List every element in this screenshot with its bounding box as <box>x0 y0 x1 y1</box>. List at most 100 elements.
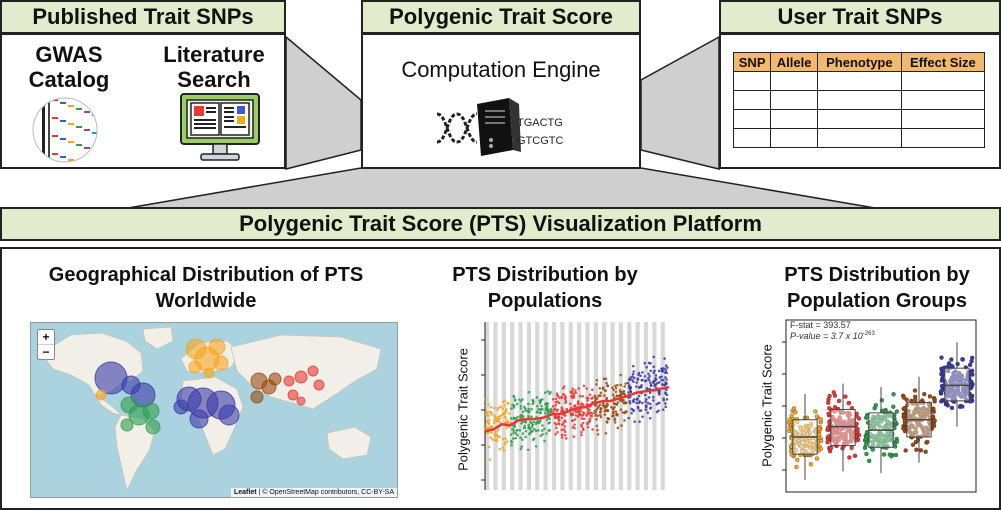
pop-point <box>588 420 591 424</box>
pop-point <box>488 458 492 461</box>
pop-point <box>519 407 523 410</box>
gwas-catalog-icon <box>32 97 98 163</box>
pop-point <box>595 418 598 421</box>
pop-point <box>586 413 589 416</box>
group-point <box>950 379 956 385</box>
pop-point <box>505 419 509 422</box>
pop-point <box>628 378 631 381</box>
pop-point <box>614 386 618 390</box>
pop-point <box>549 390 552 394</box>
pop-point <box>644 405 648 409</box>
group-point <box>923 431 928 436</box>
fstat-text: F-stat = 393.57 <box>790 320 851 330</box>
group-point <box>910 442 916 447</box>
pop-point <box>514 431 518 435</box>
pop-point <box>539 411 543 414</box>
pop-point <box>495 433 499 437</box>
effect-size-column-header: Effect Size <box>900 52 986 72</box>
user-trait-snps-header: User Trait SNPs <box>719 0 1001 34</box>
pop-point <box>595 408 598 411</box>
pop-point <box>520 445 523 448</box>
pop-point <box>513 398 517 401</box>
pop-point <box>616 383 619 387</box>
world-map[interactable]: + − Leaflet | © OpenStreetMap contributo… <box>30 322 398 498</box>
pop-point <box>494 430 497 433</box>
pop-point <box>524 409 527 412</box>
pop-point <box>664 381 667 384</box>
connector-trapezoids <box>127 35 876 209</box>
pop-point <box>562 385 566 389</box>
group-point <box>969 359 974 364</box>
populations-ylabel: Polygenic Trait Score <box>455 348 471 471</box>
group-point <box>863 442 868 447</box>
pop-point <box>562 428 566 431</box>
pop-point <box>547 421 550 425</box>
pop-point <box>553 407 557 411</box>
group-point <box>960 404 965 409</box>
pop-point <box>652 371 656 375</box>
pts-bubble <box>173 399 189 415</box>
pop-point <box>570 396 574 399</box>
group-point <box>813 409 818 414</box>
pop-point <box>665 378 668 381</box>
group-point <box>879 419 884 424</box>
snp-column-header: SNP <box>732 52 772 72</box>
group-point <box>903 448 908 453</box>
gwas-variant-stripe <box>76 108 82 110</box>
pop-point <box>493 416 497 419</box>
pop-point <box>623 385 626 388</box>
gwas-variant-stripe <box>60 102 66 104</box>
group-point <box>801 426 806 431</box>
map-zoom-control: + − <box>37 329 55 360</box>
snp-table-cell <box>732 128 772 148</box>
group-point <box>879 438 885 443</box>
pop-point <box>635 398 639 401</box>
group-point <box>832 405 838 410</box>
gwas-catalog-label: GWAS Catalog <box>28 42 110 92</box>
pop-point <box>640 378 644 382</box>
pvalue-text: P-value = 3.7 x 10-263 <box>790 331 875 341</box>
pop-point <box>519 415 522 419</box>
pop-point <box>654 374 658 377</box>
gwas-variant-stripe <box>84 111 90 113</box>
snp-table-cell <box>732 109 772 129</box>
pop-point <box>588 417 592 421</box>
zoom-out-button[interactable]: − <box>42 345 50 359</box>
pop-point <box>560 436 564 439</box>
pop-point <box>487 418 491 422</box>
group-point <box>799 449 805 454</box>
pop-point <box>532 400 535 404</box>
pop-point <box>512 431 515 435</box>
group-point <box>881 452 887 457</box>
pop-point <box>648 391 652 395</box>
pop-point <box>627 416 631 420</box>
group-point <box>946 361 952 366</box>
pop-point <box>576 400 580 403</box>
snp-table-row <box>732 90 986 110</box>
leaflet-link[interactable]: Leaflet <box>233 489 257 496</box>
group-point <box>922 391 927 397</box>
pop-point <box>620 424 623 427</box>
zoom-in-button[interactable]: + <box>38 330 54 345</box>
pop-point <box>652 355 656 359</box>
group-point <box>864 434 869 439</box>
pop-stripe <box>660 322 665 490</box>
pop-point <box>501 412 505 415</box>
pop-point <box>636 406 640 410</box>
pop-point <box>490 431 493 434</box>
pop-point <box>489 405 493 409</box>
published-trait-snps-header: Published Trait SNPs <box>0 0 286 34</box>
pop-point <box>519 447 523 451</box>
pop-point <box>643 379 647 383</box>
pop-point <box>611 393 615 397</box>
group-point <box>913 397 918 402</box>
pop-point <box>511 427 514 431</box>
pop-point <box>516 433 519 437</box>
pop-stripe <box>560 322 565 490</box>
pop-point <box>499 405 502 409</box>
groups-ylabel: Polygenic Trait Score <box>759 344 775 467</box>
pop-point <box>594 396 597 399</box>
group-point <box>808 424 813 429</box>
pop-point <box>490 412 494 416</box>
group-point <box>840 410 846 415</box>
